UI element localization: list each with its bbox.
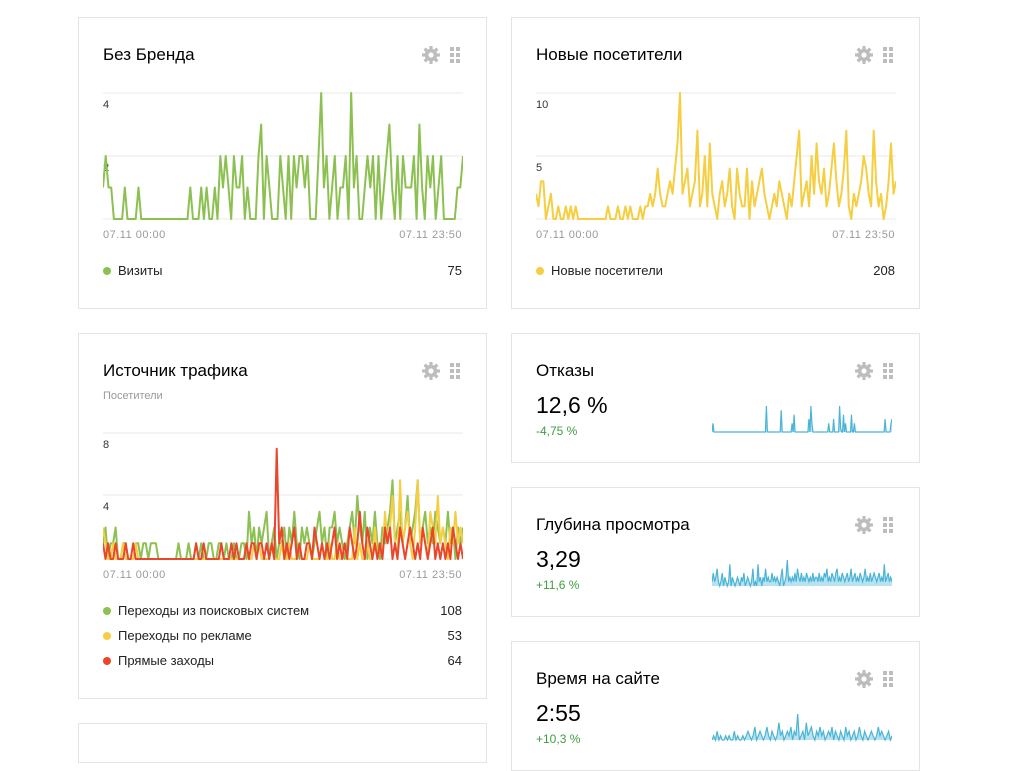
legend-dot: [103, 267, 111, 275]
sparkline-area: [712, 714, 892, 740]
legend-item: Новые посетители 208: [536, 263, 895, 281]
drag-handle-icon[interactable]: [450, 363, 460, 380]
gear-icon[interactable]: [421, 361, 441, 381]
legend-value: 208: [873, 263, 895, 278]
widget-subtitle: Посетители: [103, 390, 163, 402]
legend-dot: [103, 632, 111, 640]
legend-value: 108: [440, 603, 462, 618]
legend-label: Прямые заходы: [118, 653, 215, 668]
metric-change: -4,75 %: [536, 424, 578, 438]
widget-title: Глубина просмотра: [536, 515, 690, 534]
gear-icon[interactable]: [421, 45, 441, 65]
legend-value: 64: [447, 653, 462, 668]
legend-value: 53: [447, 628, 462, 643]
y-tick-label: 4: [103, 99, 109, 111]
widget-title: Время на сайте: [536, 669, 660, 688]
legend-item: Визиты 75: [103, 263, 462, 281]
metric-change: +10,3 %: [536, 732, 581, 746]
metric-value: 3,29: [536, 546, 581, 572]
gear-icon[interactable]: [854, 669, 874, 689]
drag-handle-icon[interactable]: [883, 671, 893, 688]
legend-item: Переходы по рекламе 53: [103, 628, 462, 646]
sparkline-area: [712, 406, 892, 432]
metric-change: +11,6 %: [536, 578, 580, 592]
y-tick-label: 5: [536, 162, 542, 174]
legend-dot: [536, 267, 544, 275]
drag-handle-icon[interactable]: [883, 47, 893, 64]
legend-item: Переходы из поисковых систем 108: [103, 603, 462, 621]
legend-dot: [103, 657, 111, 665]
series-line: [536, 92, 896, 220]
metric-value: 12,6 %: [536, 392, 608, 418]
gear-icon[interactable]: [854, 515, 874, 535]
y-tick-label: 8: [103, 439, 109, 451]
legend-label: Переходы из поисковых систем: [118, 603, 310, 618]
drag-handle-icon[interactable]: [883, 363, 893, 380]
series-line: [103, 92, 463, 220]
widget-new-visitors: Новые посетители 10 5 07.11 00:00 07.11 2…: [511, 17, 920, 309]
drag-handle-icon[interactable]: [450, 47, 460, 64]
sparkline-line: [712, 559, 892, 588]
gear-icon[interactable]: [854, 45, 874, 65]
widget-title: Источник трафика: [103, 361, 248, 380]
widget-title: Отказы: [536, 361, 595, 380]
series-line: [103, 447, 463, 560]
sparkline-line: [712, 405, 892, 433]
drag-handle-icon[interactable]: [883, 517, 893, 534]
y-tick-label: 10: [536, 99, 548, 111]
sparkline-chart: [712, 559, 892, 588]
widget-next: [78, 723, 487, 763]
line-chart: 84: [103, 432, 463, 560]
legend-dot: [103, 607, 111, 615]
metric-value: 2:55: [536, 700, 581, 726]
widget-title: Без Бренда: [103, 45, 195, 64]
legend-item: Прямые заходы 64: [103, 653, 462, 671]
line-chart: 10 5: [536, 92, 896, 220]
time-axis-start: 07.11 00:00: [103, 229, 166, 241]
legend-label: Новые посетители: [551, 263, 663, 278]
widget-time-on-site: Время на сайте 2:55 +10,3 %: [511, 641, 920, 771]
widget-title: Новые посетители: [536, 45, 683, 64]
line-chart: 42: [103, 92, 463, 220]
time-axis-end: 07.11 23:50: [399, 569, 462, 581]
legend-value: 75: [447, 263, 462, 278]
widget-page-depth: Глубина просмотра 3,29 +11,6 %: [511, 487, 920, 617]
gear-icon[interactable]: [854, 361, 874, 381]
widget-bounce-rate: Отказы 12,6 % -4,75 %: [511, 333, 920, 463]
legend-label: Визиты: [118, 263, 163, 278]
time-axis-end: 07.11 23:50: [399, 229, 462, 241]
y-tick-label: 4: [103, 501, 109, 513]
sparkline-area: [712, 560, 892, 586]
time-axis-end: 07.11 23:50: [832, 229, 895, 241]
time-axis-start: 07.11 00:00: [103, 569, 166, 581]
sparkline-chart: [712, 405, 892, 433]
time-axis-start: 07.11 00:00: [536, 229, 599, 241]
legend-label: Переходы по рекламе: [118, 628, 252, 643]
sparkline-chart: [712, 713, 892, 742]
